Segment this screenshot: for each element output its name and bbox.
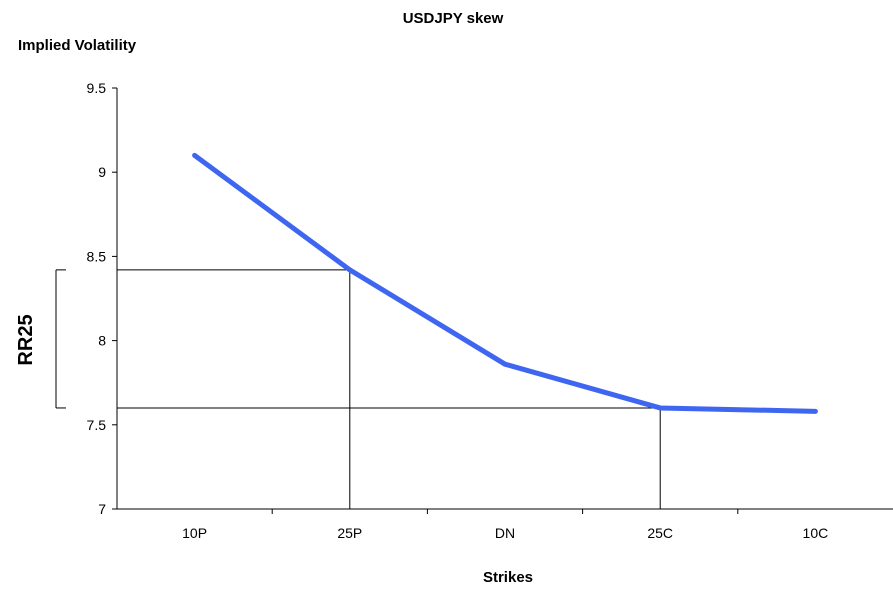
x-tick-label: 10P xyxy=(182,525,207,541)
series-line xyxy=(193,153,816,414)
data-point xyxy=(812,408,818,414)
y-tick-label: 8 xyxy=(98,333,106,349)
chart-title: USDJPY skew xyxy=(403,10,504,27)
y-tick-label: 7.5 xyxy=(87,417,107,433)
x-tick-label: DN xyxy=(495,525,515,541)
series-layer xyxy=(192,152,818,414)
rr25-annotation-label: RR25 xyxy=(15,314,37,365)
axes: 7 7.5 8 8.5 9 9.5 10P 25P DN 25C 10C xyxy=(87,80,893,541)
x-tick-label: 25C xyxy=(647,525,673,541)
y-tick-label: 8.5 xyxy=(87,248,107,264)
rr25-annotation xyxy=(55,269,661,509)
y-tick-label: 9.5 xyxy=(87,80,107,96)
data-point xyxy=(502,361,508,367)
data-point xyxy=(192,152,198,158)
data-point xyxy=(657,405,663,411)
data-point xyxy=(347,267,353,273)
y-axis-label: Implied Volatility xyxy=(18,37,137,54)
x-tick-label: 25P xyxy=(337,525,362,541)
y-tick-label: 7 xyxy=(98,501,106,517)
x-tick-label: 10C xyxy=(803,525,829,541)
x-axis-label: Strikes xyxy=(483,569,533,586)
y-tick-label: 9 xyxy=(98,164,106,180)
